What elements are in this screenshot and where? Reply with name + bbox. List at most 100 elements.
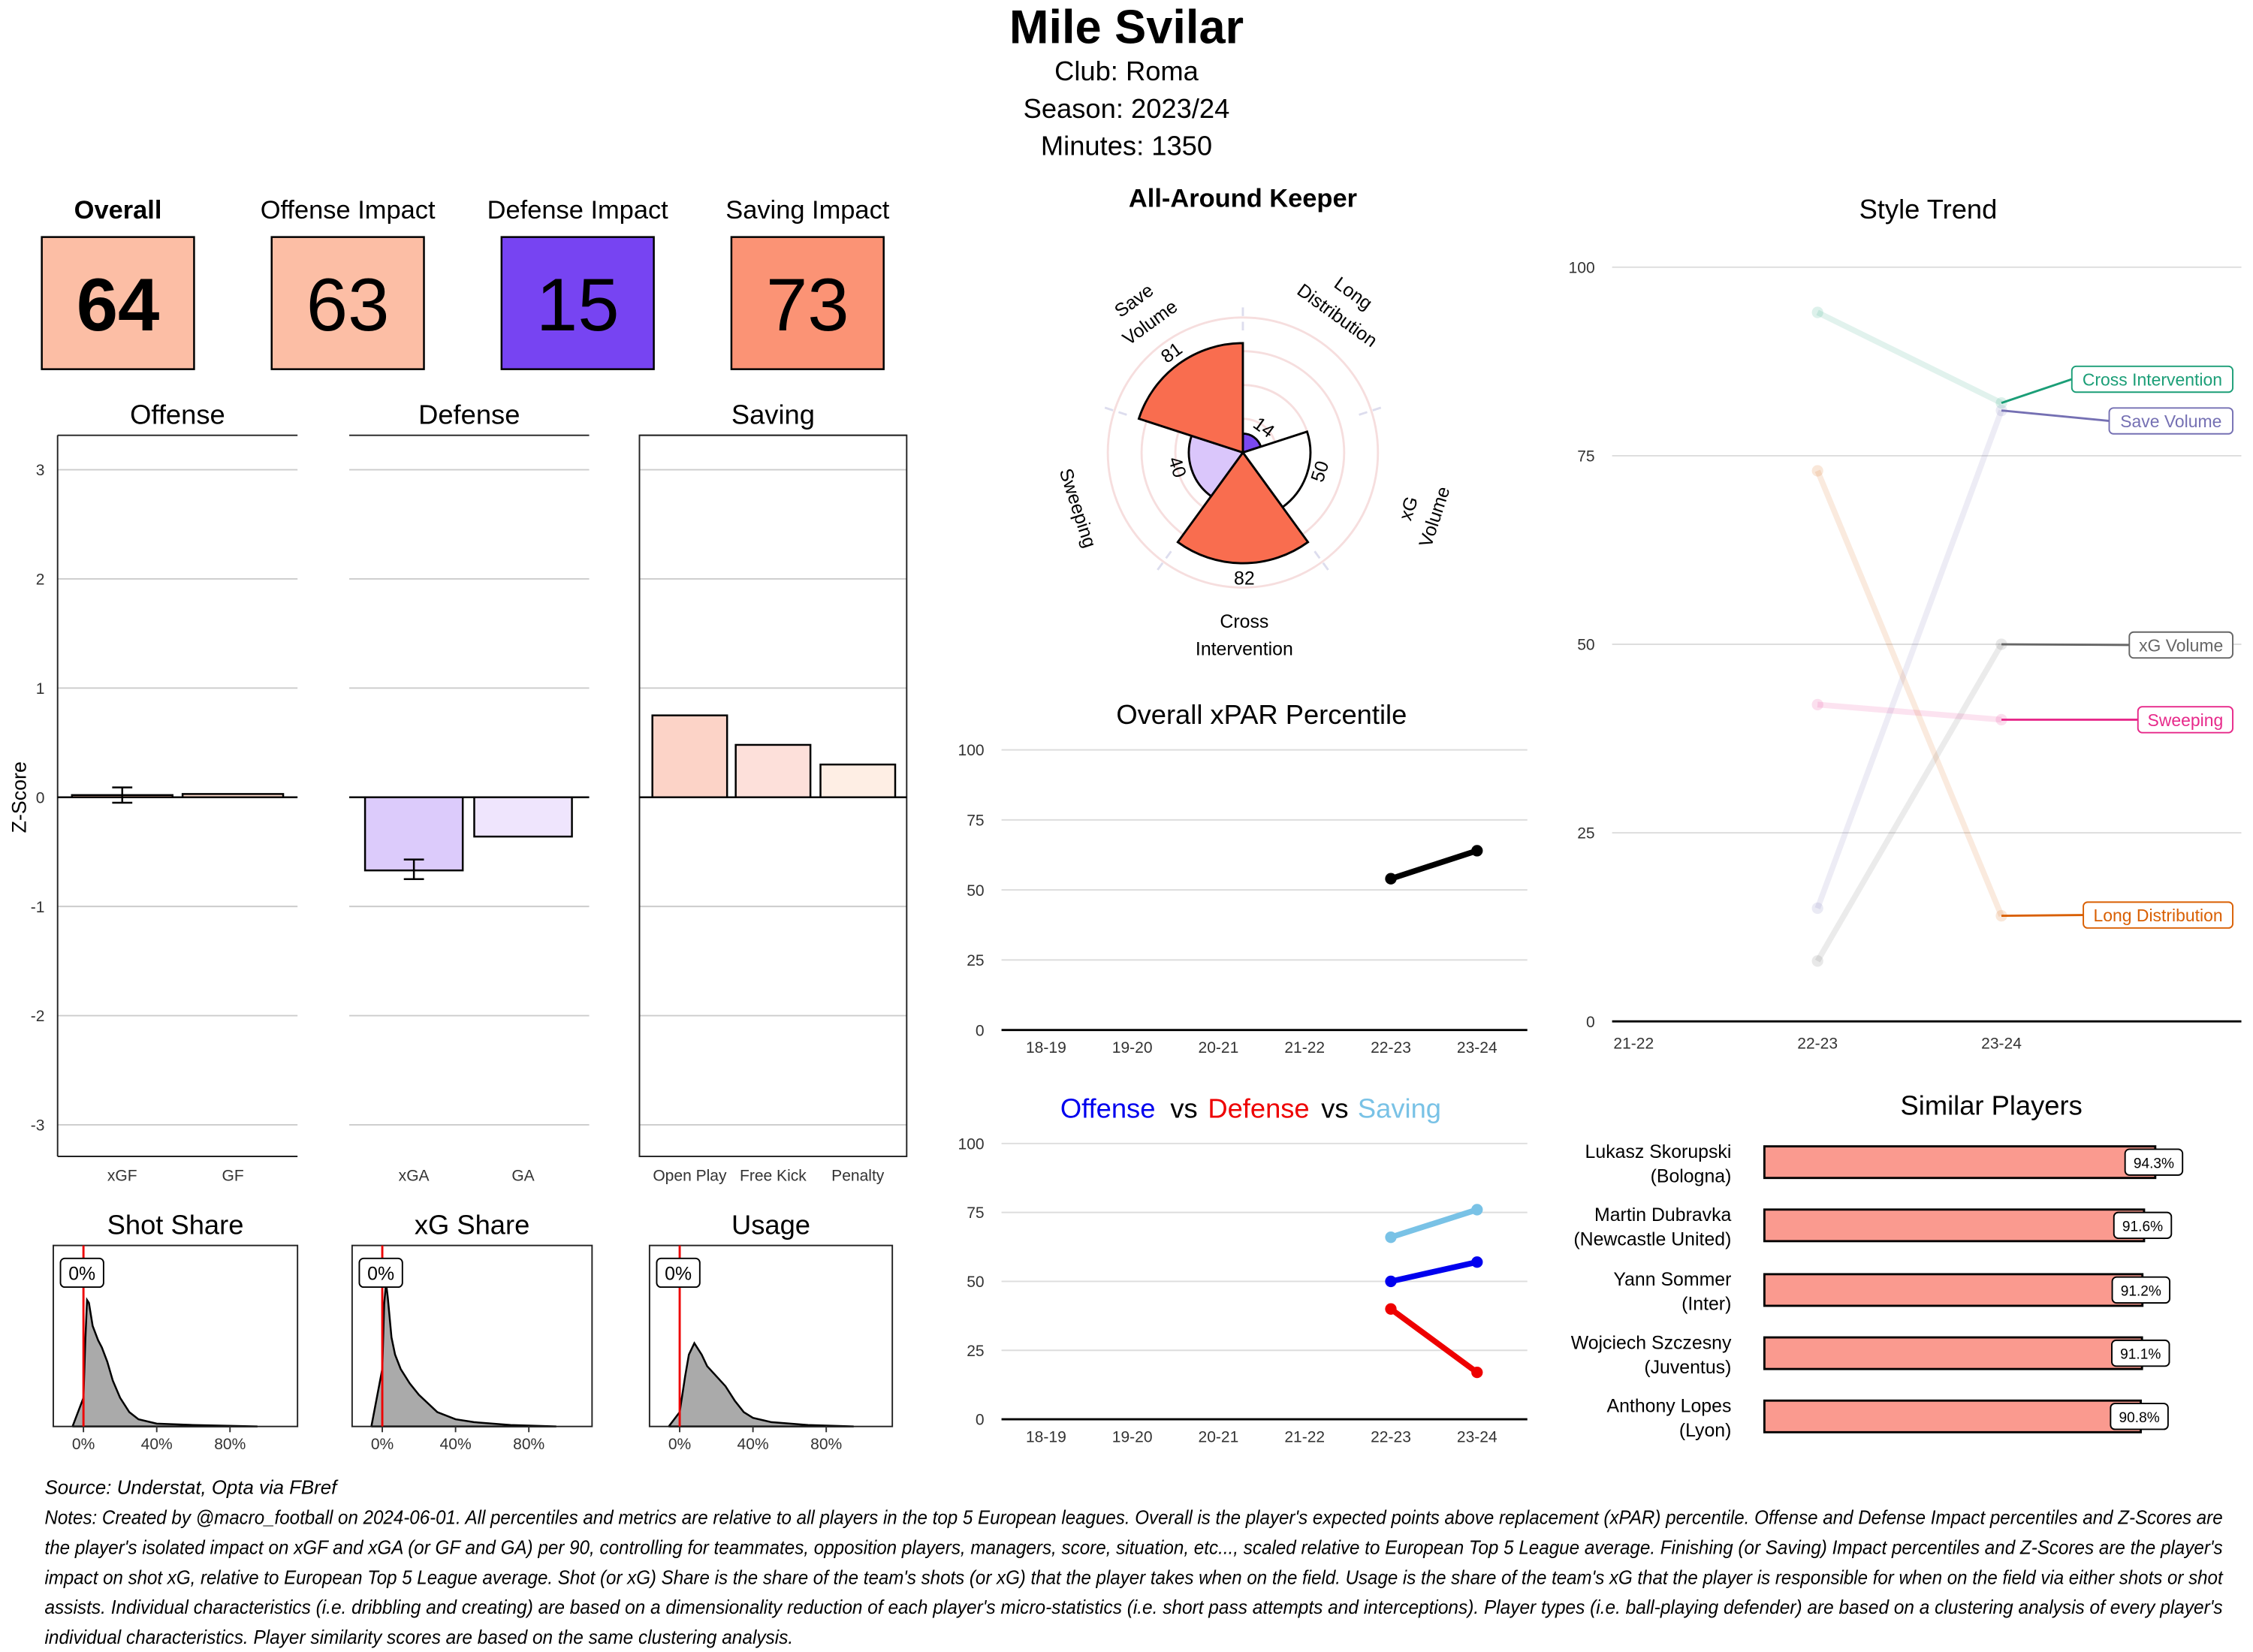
y-tick-label: 50 bbox=[967, 882, 984, 900]
density-area bbox=[71, 1297, 258, 1427]
series-line-xg-volume bbox=[1814, 643, 2004, 963]
style-trend-chart: Style Trend 0 25 50 75 100 21-22 22-23 23-24 Cros… bbox=[1569, 194, 2242, 1053]
polar-category-label: Volume bbox=[1415, 484, 1454, 550]
x-tick-label: 22-23 bbox=[1797, 1036, 1838, 1053]
y-tick-label: -3 bbox=[31, 1117, 45, 1135]
y-tick-label: 0 bbox=[976, 1022, 985, 1039]
polar-divider bbox=[1154, 550, 1172, 573]
density-frame bbox=[648, 1244, 894, 1427]
bar-penalty bbox=[819, 763, 897, 798]
y-tick-label: 100 bbox=[958, 742, 985, 759]
zscore-chart: Z-Score -3 -2 -1 0 1 2 3 Offense xGF GF Defense xGA G… bbox=[8, 399, 908, 1185]
y-tick-label: 3 bbox=[36, 462, 45, 479]
similarity-label: 94.3% bbox=[2134, 1156, 2174, 1171]
player-name: Lukasz Skorupski bbox=[1585, 1141, 1732, 1162]
data-point bbox=[1471, 845, 1483, 857]
series-label: Cross Intervention bbox=[2083, 370, 2222, 390]
label-connector bbox=[2001, 643, 2130, 647]
impact-value: 73 bbox=[766, 264, 849, 347]
density-frame bbox=[351, 1244, 593, 1427]
impact-value: 15 bbox=[536, 264, 620, 347]
chart-title-part: vs bbox=[1170, 1093, 1197, 1123]
data-point bbox=[1811, 465, 1823, 477]
polar-divider bbox=[1313, 550, 1331, 573]
y-tick-label: 0 bbox=[976, 1412, 985, 1429]
similarity-label-box bbox=[2113, 1211, 2173, 1239]
series-label: Save Volume bbox=[2120, 411, 2221, 431]
impact-scores: Overall 64 Offense Impact 63 Defense Impact 1… bbox=[41, 196, 890, 370]
impact-value: 64 bbox=[77, 264, 160, 347]
polar-bar-save-volume bbox=[1137, 342, 1244, 454]
density-title: Shot Share bbox=[107, 1209, 244, 1240]
series-label: Sweeping bbox=[2148, 710, 2224, 730]
x-tick-label: 20-21 bbox=[1199, 1429, 1239, 1446]
x-tick-label: 0% bbox=[371, 1436, 394, 1453]
y-tick-label: 1 bbox=[36, 680, 45, 698]
similarity-label-box bbox=[2110, 1403, 2169, 1430]
value-label: 0% bbox=[68, 1264, 95, 1285]
similarity-label-box bbox=[2111, 1339, 2170, 1367]
x-tick-label: 22-23 bbox=[1371, 1429, 1411, 1446]
polar-value-label: 82 bbox=[1234, 568, 1255, 589]
chart-title-part: Offense bbox=[1060, 1093, 1156, 1123]
x-tick-label: 22-23 bbox=[1371, 1039, 1411, 1057]
player-club: (Lyon) bbox=[1679, 1420, 1732, 1441]
x-tick-label: 21-22 bbox=[1284, 1039, 1325, 1057]
error-bar bbox=[112, 786, 133, 804]
impact-box bbox=[270, 236, 425, 370]
data-point bbox=[1471, 1204, 1483, 1216]
impact-label: Defense Impact bbox=[487, 196, 669, 225]
series-label-box bbox=[2071, 365, 2233, 393]
notes-line: the player's isolated impact on xGF and … bbox=[44, 1538, 2222, 1559]
x-tick-label: 80% bbox=[810, 1436, 842, 1453]
polar-title: All-Around Keeper bbox=[1129, 184, 1357, 213]
x-tick-label: 21-22 bbox=[1284, 1429, 1325, 1446]
x-tick-label: Free Kick bbox=[740, 1168, 807, 1185]
x-tick-label: xGA bbox=[399, 1168, 430, 1185]
similarity-label: 91.2% bbox=[2121, 1284, 2161, 1300]
x-tick-label: 80% bbox=[513, 1436, 544, 1453]
bar-free-kick bbox=[734, 743, 812, 798]
minutes-label: Minutes: 1350 bbox=[1041, 131, 1212, 161]
value-label: 0% bbox=[665, 1264, 692, 1285]
x-tick-label: 0% bbox=[72, 1436, 95, 1453]
chart-title: Style Trend bbox=[1859, 194, 1998, 225]
impact-box bbox=[730, 236, 885, 370]
y-tick-label: 0 bbox=[36, 789, 45, 806]
polar-category-label: Cross bbox=[1220, 611, 1268, 632]
y-tick-label: 50 bbox=[967, 1274, 984, 1291]
y-tick-label: 100 bbox=[958, 1135, 985, 1153]
polar-divider bbox=[1359, 405, 1384, 416]
data-point bbox=[1811, 902, 1823, 915]
chart-title-part: Defense bbox=[1208, 1093, 1309, 1123]
x-tick-label: 80% bbox=[214, 1436, 246, 1453]
series-label-box bbox=[2128, 631, 2233, 659]
value-label: 0% bbox=[367, 1264, 394, 1285]
impact-label: Saving Impact bbox=[725, 196, 890, 225]
x-tick-label: 0% bbox=[668, 1436, 691, 1453]
y-tick-label: 25 bbox=[967, 952, 984, 969]
polar-category-label: Sweeping bbox=[1055, 466, 1100, 550]
x-tick-label: xGF bbox=[107, 1168, 137, 1185]
data-point bbox=[1385, 1303, 1397, 1315]
notes-line: Notes: Created by @macro_football on 202… bbox=[44, 1508, 2222, 1529]
x-tick-label: 23-24 bbox=[1457, 1429, 1497, 1446]
x-tick-label: 23-24 bbox=[1457, 1039, 1497, 1057]
x-tick-label: 19-20 bbox=[1112, 1039, 1153, 1057]
player-club: (Juventus) bbox=[1644, 1357, 1731, 1378]
similarity-bar bbox=[1763, 1145, 2157, 1180]
series-label-box bbox=[2108, 407, 2234, 435]
player-club: (Bologna) bbox=[1651, 1165, 1732, 1186]
y-tick-label: 25 bbox=[967, 1343, 984, 1360]
notes-line: assists. Individual characteristics (i.e… bbox=[44, 1597, 2222, 1618]
density-charts: Shot Share 0% 0% 40% 80% xG Share 0% 0% 40% 80% Us… bbox=[53, 1209, 894, 1453]
club-label: Club: Roma bbox=[1054, 56, 1199, 86]
x-tick-label: 21-22 bbox=[1613, 1036, 1654, 1053]
x-tick-label: 18-19 bbox=[1026, 1429, 1066, 1446]
label-connector bbox=[2001, 378, 2073, 404]
y-tick-label: 2 bbox=[36, 571, 45, 589]
polar-divider bbox=[1102, 405, 1127, 416]
polar-category-label: xG bbox=[1395, 494, 1422, 523]
density-frame bbox=[53, 1244, 299, 1427]
series-label-box bbox=[2083, 901, 2233, 929]
